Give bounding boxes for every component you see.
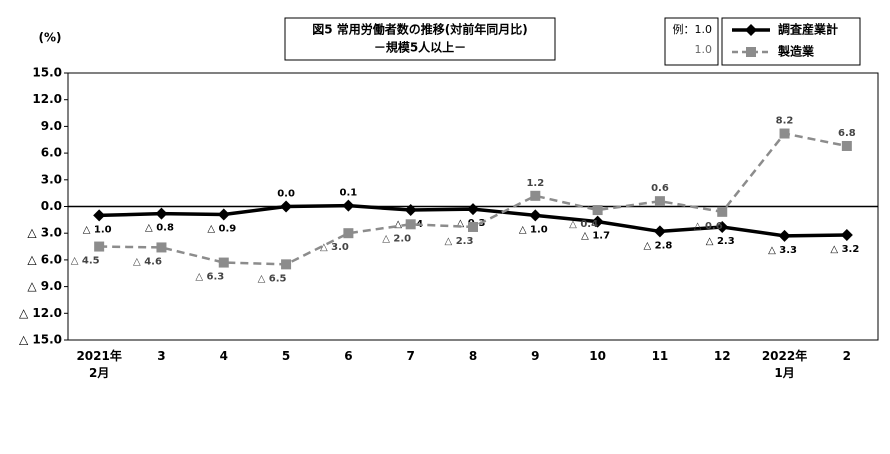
y-tick-label: △ 3.0	[27, 226, 62, 240]
legend-marker	[746, 47, 756, 57]
legend-example-box	[664, 17, 719, 66]
data-label: 6.8	[838, 128, 856, 139]
point	[281, 259, 292, 270]
data-label: 0.6	[651, 183, 669, 194]
point	[592, 205, 603, 216]
x-tick-label: 7	[407, 349, 415, 363]
point	[654, 196, 665, 207]
x-tick-label: 9	[531, 349, 539, 363]
legend-label: 製造業	[777, 44, 815, 59]
data-label: △ 0.9	[207, 224, 236, 235]
data-label: △ 2.3	[445, 236, 474, 247]
y-tick-label: 3.0	[41, 172, 62, 186]
y-tick-label: 9.0	[41, 119, 62, 133]
point	[468, 221, 478, 232]
data-label: △ 3.0	[320, 242, 349, 253]
y-tick-label: △ 9.0	[27, 279, 62, 293]
data-label: △ 2.3	[706, 236, 735, 247]
point	[93, 209, 106, 222]
point	[343, 228, 354, 239]
legend-label: 調査産業計	[778, 22, 838, 37]
point	[217, 208, 230, 221]
point	[156, 242, 167, 253]
data-label: △ 0.6	[694, 221, 723, 232]
data-label: △ 6.3	[195, 272, 224, 283]
chart-title: 図5 常用労働者数の推移(対前年同月比)	[312, 22, 528, 37]
data-label: △ 1.0	[83, 224, 112, 235]
y-tick-label: △ 12.0	[19, 306, 62, 320]
data-label: △ 1.0	[519, 224, 548, 235]
point	[716, 220, 729, 233]
data-label: △ 1.7	[581, 231, 610, 242]
point	[653, 225, 666, 238]
y-tick-label: △ 6.0	[27, 252, 62, 266]
point	[591, 215, 604, 228]
x-tick-label: 10	[589, 349, 606, 363]
legend-example: 1.0	[695, 43, 713, 56]
data-label: 1.2	[526, 178, 544, 189]
chart-subtitle: －規模5人以上－	[374, 40, 466, 55]
point	[778, 229, 791, 242]
y-tick-label: 12.0	[32, 92, 62, 106]
y-axis-label: (%)	[39, 31, 62, 45]
data-label: 0.1	[340, 188, 358, 199]
x-tick-label: 4	[220, 349, 228, 363]
y-tick-label: 0.0	[41, 199, 62, 213]
point	[840, 228, 853, 241]
point	[529, 209, 542, 222]
data-label: △ 2.0	[382, 233, 411, 244]
point	[280, 200, 293, 213]
legend-marker	[745, 24, 757, 36]
data-label: △ 3.3	[768, 245, 797, 256]
point	[218, 257, 229, 268]
legend-box	[721, 17, 861, 66]
y-tick-label: 15.0	[32, 66, 62, 80]
x-tick-label: 11	[652, 349, 669, 363]
x-tick-label: 6	[344, 349, 352, 363]
x-tick-label: 5	[282, 349, 290, 363]
point	[155, 207, 168, 220]
title-box	[284, 17, 556, 61]
x-tick-label: 8	[469, 349, 477, 363]
x-tick-label: 2022年 1月	[762, 348, 807, 380]
y-tick-label: △ 15.0	[19, 333, 62, 347]
x-tick-label: 2	[843, 349, 851, 363]
point	[342, 199, 355, 212]
legend-example: 例：1.0	[673, 22, 713, 36]
point	[405, 219, 416, 230]
point	[94, 241, 105, 252]
data-label: △ 3.2	[830, 244, 859, 255]
point	[717, 206, 728, 217]
y-tick-label: 6.0	[41, 146, 62, 160]
point	[779, 128, 790, 139]
data-label: △ 6.5	[258, 273, 287, 284]
data-label: △ 4.5	[71, 256, 100, 267]
data-label: △ 2.8	[643, 240, 672, 251]
data-label: 8.2	[776, 116, 794, 127]
point	[467, 203, 479, 216]
data-label: △ 4.6	[133, 256, 162, 267]
x-tick-label: 2021年 2月	[76, 348, 121, 380]
point	[530, 190, 541, 201]
data-label: △ 0.8	[145, 223, 174, 234]
point	[404, 204, 417, 217]
x-tick-label: 3	[157, 349, 165, 363]
x-tick-label: 12	[714, 349, 731, 363]
data-label: △ 0.4	[569, 219, 598, 230]
data-label: 0.0	[277, 189, 295, 200]
point	[841, 140, 852, 151]
